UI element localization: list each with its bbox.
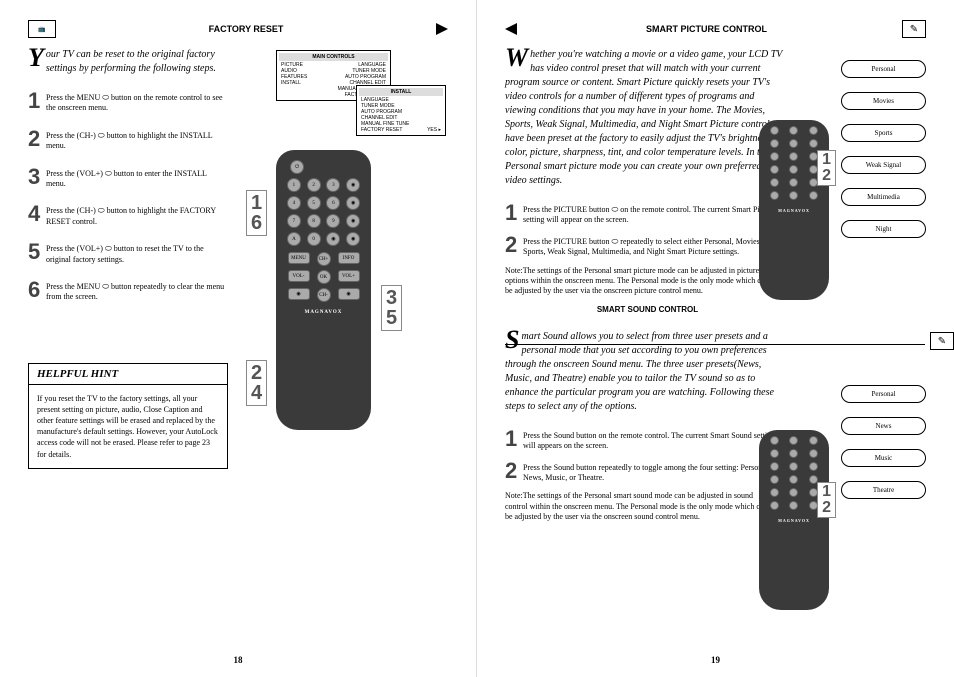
header-right: SMART PICTURE CONTROL ✎ (505, 20, 926, 38)
steps-right2: 1Press the Sound button on the remote co… (505, 428, 785, 484)
steps-right1: 1Press the PICTURE button ⬭ on the remot… (505, 202, 785, 258)
callout: 12 (817, 150, 836, 186)
preset-option: Sports (841, 124, 926, 142)
preset-option: News (841, 417, 926, 435)
header-title-right: SMART PICTURE CONTROL (517, 24, 896, 34)
note2: Note:The settings of the Personal smart … (505, 491, 775, 522)
page-right: SMART PICTURE CONTROL ✎ Whether you're w… (477, 0, 954, 677)
remote-diagram: MAIN CONTROLS PICTURELANGUAGE AUDIOTUNER… (246, 50, 446, 500)
hint-title: HELPFUL HINT (29, 364, 227, 385)
remote-control: ⏻ 123◉ 456◉ 789◉ A0◉◉ MENUCH+INFO VOL-OK… (276, 150, 371, 430)
header-left: 📺 FACTORY RESET (28, 20, 448, 38)
divider (505, 344, 925, 345)
note1: Note:The settings of the Personal smart … (505, 266, 775, 297)
preset-option: Personal (841, 385, 926, 403)
arrow-icon (505, 23, 517, 35)
intro-right1: Whether you're watching a movie or a vid… (505, 48, 785, 188)
intro-right2: Smart Sound allows you to select from th… (505, 330, 785, 414)
menu-install: INSTALL LANGUAGE TUNER MODE AUTO PROGRAM… (356, 85, 446, 136)
callout: 24 (246, 360, 267, 406)
header-icon: 📺 (28, 20, 56, 38)
hint-body: If you reset the TV to the factory setti… (29, 385, 227, 468)
step: 1Press the PICTURE button ⬭ on the remot… (505, 202, 785, 226)
pencil-icon: ✎ (902, 20, 926, 38)
steps-left: 1Press the MENU ⬭ button on the remote c… (28, 90, 228, 303)
callout: 16 (246, 190, 267, 236)
step: 5Press the (VOL+) ⬭ button to reset the … (28, 241, 228, 265)
remote-small: MAGNAVOX (759, 120, 829, 300)
callout: 12 (817, 482, 836, 518)
step: 4Press the (CH-) ⬭ button to highlight t… (28, 203, 228, 227)
preset-option: Movies (841, 92, 926, 110)
pencil-icon: ✎ (930, 332, 954, 350)
page-number: 18 (234, 655, 243, 665)
section-title-sound: SMART SOUND CONTROL (505, 305, 790, 314)
step: 3Press the (VOL+) ⬭ button to enter the … (28, 166, 228, 190)
preset-column-picture: Personal Movies Sports Weak Signal Multi… (841, 60, 926, 252)
preset-column-sound: Personal News Music Theatre (841, 385, 926, 513)
preset-option: Multimedia (841, 188, 926, 206)
header-title-left: FACTORY RESET (56, 24, 436, 34)
intro-left: Your TV can be reset to the original fac… (28, 48, 228, 76)
preset-option: Theatre (841, 481, 926, 499)
step: 6Press the MENU ⬭ button repeatedly to c… (28, 279, 228, 303)
preset-option: Music (841, 449, 926, 467)
hint-box: HELPFUL HINT If you reset the TV to the … (28, 363, 228, 469)
step: 1Press the Sound button on the remote co… (505, 428, 785, 452)
step: 1Press the MENU ⬭ button on the remote c… (28, 90, 228, 114)
page-number: 19 (711, 655, 720, 665)
remote-small: MAGNAVOX (759, 430, 829, 610)
preset-option: Weak Signal (841, 156, 926, 174)
arrow-icon (436, 23, 448, 35)
page-left: 📺 FACTORY RESET Your TV can be reset to … (0, 0, 477, 677)
step: 2Press the PICTURE button ⬭ repeatedly t… (505, 234, 785, 258)
step: 2Press the (CH-) ⬭ button to highlight t… (28, 128, 228, 152)
step: 2Press the Sound button repeatedly to to… (505, 460, 785, 484)
preset-option: Personal (841, 60, 926, 78)
preset-option: Night (841, 220, 926, 238)
callout: 35 (381, 285, 402, 331)
